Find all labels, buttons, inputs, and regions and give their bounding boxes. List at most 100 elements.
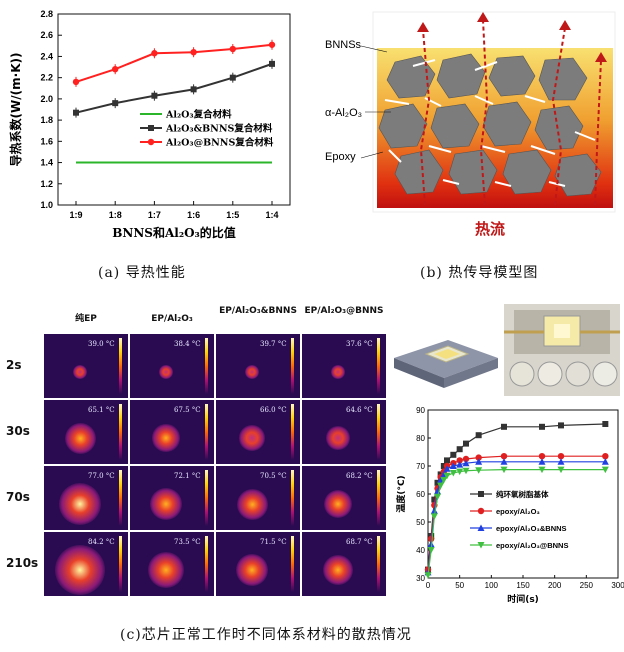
data-point (112, 100, 119, 107)
data-point (601, 466, 609, 474)
x-tick-label: 1:9 (69, 210, 82, 220)
heat-flow-label: 热流 (475, 220, 505, 238)
legend-marker (478, 491, 484, 497)
x-tick-label: 1:4 (265, 210, 278, 220)
data-point (112, 65, 119, 73)
ir-time-label: 30s (6, 424, 30, 438)
data-point (538, 453, 546, 460)
ir-time-label: 70s (6, 490, 30, 504)
x-tick-label: 0 (426, 581, 431, 590)
heat-conduction-model: BNNSs α-Al₂O₃ Epoxy 热流 (325, 11, 616, 238)
data-point (475, 467, 483, 474)
ir-column-header: EP/Al₂O₃ (151, 314, 193, 324)
series-1 (73, 58, 275, 118)
y-tick-label: 40 (416, 546, 425, 555)
ir-max-temperature: 71.5 °C (260, 538, 287, 546)
y-tick-label: 30 (416, 574, 425, 583)
ir-color-scale (205, 404, 208, 460)
ir-time-label: 210s (6, 556, 39, 570)
x-tick-label: 1:6 (187, 210, 200, 220)
ir-color-scale (377, 404, 380, 460)
data-point (500, 453, 508, 460)
plot-frame (57, 13, 291, 206)
data-point (229, 45, 236, 53)
data-point (456, 461, 464, 468)
alumina-particles (378, 53, 602, 197)
ir-color-scale (291, 404, 294, 460)
legend-label: epoxy/Al₂O₃@BNNS (496, 541, 568, 550)
data-point (475, 432, 482, 439)
ir-image: 67.5 °C (130, 400, 214, 464)
ir-column-header: 纯EP (75, 314, 97, 324)
x-axis-label: 时间(s) (507, 593, 539, 605)
ir-hotspot (245, 365, 259, 379)
ir-column-header: EP/Al₂O₃@BNNS (304, 306, 384, 316)
ir-color-scale (291, 470, 294, 526)
ir-color-scale (119, 536, 122, 592)
y-tick-label: 1.0 (40, 200, 53, 210)
y-tick-label: 50 (416, 518, 425, 527)
data-point (430, 513, 438, 520)
y-tick-label: 1.4 (40, 158, 53, 168)
ir-hotspot (322, 554, 354, 586)
y-tick-label: 90 (416, 406, 425, 415)
ir-image: 84.2 °C (44, 532, 128, 596)
ir-image: 71.5 °C (216, 532, 300, 596)
x-tick-label: 250 (580, 581, 594, 590)
data-point (557, 466, 565, 474)
data-point (431, 496, 438, 503)
x-tick-label: 300 (611, 581, 624, 590)
x-tick-label: 1:7 (148, 210, 161, 220)
data-point (268, 41, 276, 48)
data-point (501, 423, 507, 430)
legend-marker (148, 125, 154, 131)
caption-b: (b) 热传导模型图 (420, 265, 539, 281)
y-tick-label: 2.2 (40, 73, 53, 83)
y-axis-label: 导热系数(W/(m·K)) (8, 53, 23, 167)
data-point (462, 455, 470, 463)
data-point (463, 440, 469, 447)
ir-hotspot (324, 490, 352, 518)
x-tick-label: 50 (455, 581, 464, 590)
x-tick-label: 1:8 (109, 210, 122, 220)
ir-max-temperature: 39.0 °C (88, 340, 115, 348)
y-tick-label: 70 (416, 462, 425, 471)
ir-image: 64.6 °C (302, 400, 386, 464)
ir-hotspot (64, 422, 96, 454)
x-axis-label: BNNS和Al₂O₃的比值 (112, 225, 236, 240)
data-point (229, 74, 236, 81)
data-point (500, 458, 508, 465)
data-point (602, 453, 609, 460)
series-2 (72, 39, 276, 87)
legend-label: epoxy/Al₂O₃&BNNS (496, 524, 567, 533)
series-line (75, 62, 273, 114)
ir-max-temperature: 65.1 °C (88, 406, 115, 414)
data-point (456, 446, 463, 453)
ir-color-scale (291, 536, 294, 592)
ir-hotspot (55, 545, 105, 595)
data-point (434, 493, 441, 501)
ir-image: 39.7 °C (216, 334, 300, 398)
legend-label: 纯环氧树脂基体 (496, 489, 549, 499)
temperature-time-chart: 30 40 50 60 70 80 90 0 50 100 150 200 250 300 温度(°C) 时间… (395, 406, 624, 605)
ir-hotspot (236, 488, 268, 520)
ir-max-temperature: 68.2 °C (346, 472, 373, 480)
ir-max-temperature: 67.5 °C (174, 406, 201, 414)
legend: Al₂O₃复合材料 Al₂O₃&BNNS复合材料 Al₂O₃@BNNS复合材料 (140, 109, 274, 149)
ir-hotspot (239, 425, 265, 451)
data-point (427, 547, 435, 554)
data-point (190, 49, 197, 56)
data-point (440, 477, 448, 484)
ir-color-scale (205, 470, 208, 526)
ir-max-temperature: 38.4 °C (174, 340, 201, 348)
ir-image: 68.7 °C (302, 532, 386, 596)
series-3 (424, 466, 609, 579)
data-point (475, 458, 483, 465)
data-point (151, 50, 158, 57)
ir-image: 39.0 °C (44, 334, 128, 398)
ir-color-scale (291, 338, 294, 394)
data-point (475, 454, 482, 461)
legend-label: Al₂O₃&BNNS复合材料 (165, 123, 273, 135)
data-point (424, 572, 432, 579)
ir-hotspot (159, 365, 173, 379)
